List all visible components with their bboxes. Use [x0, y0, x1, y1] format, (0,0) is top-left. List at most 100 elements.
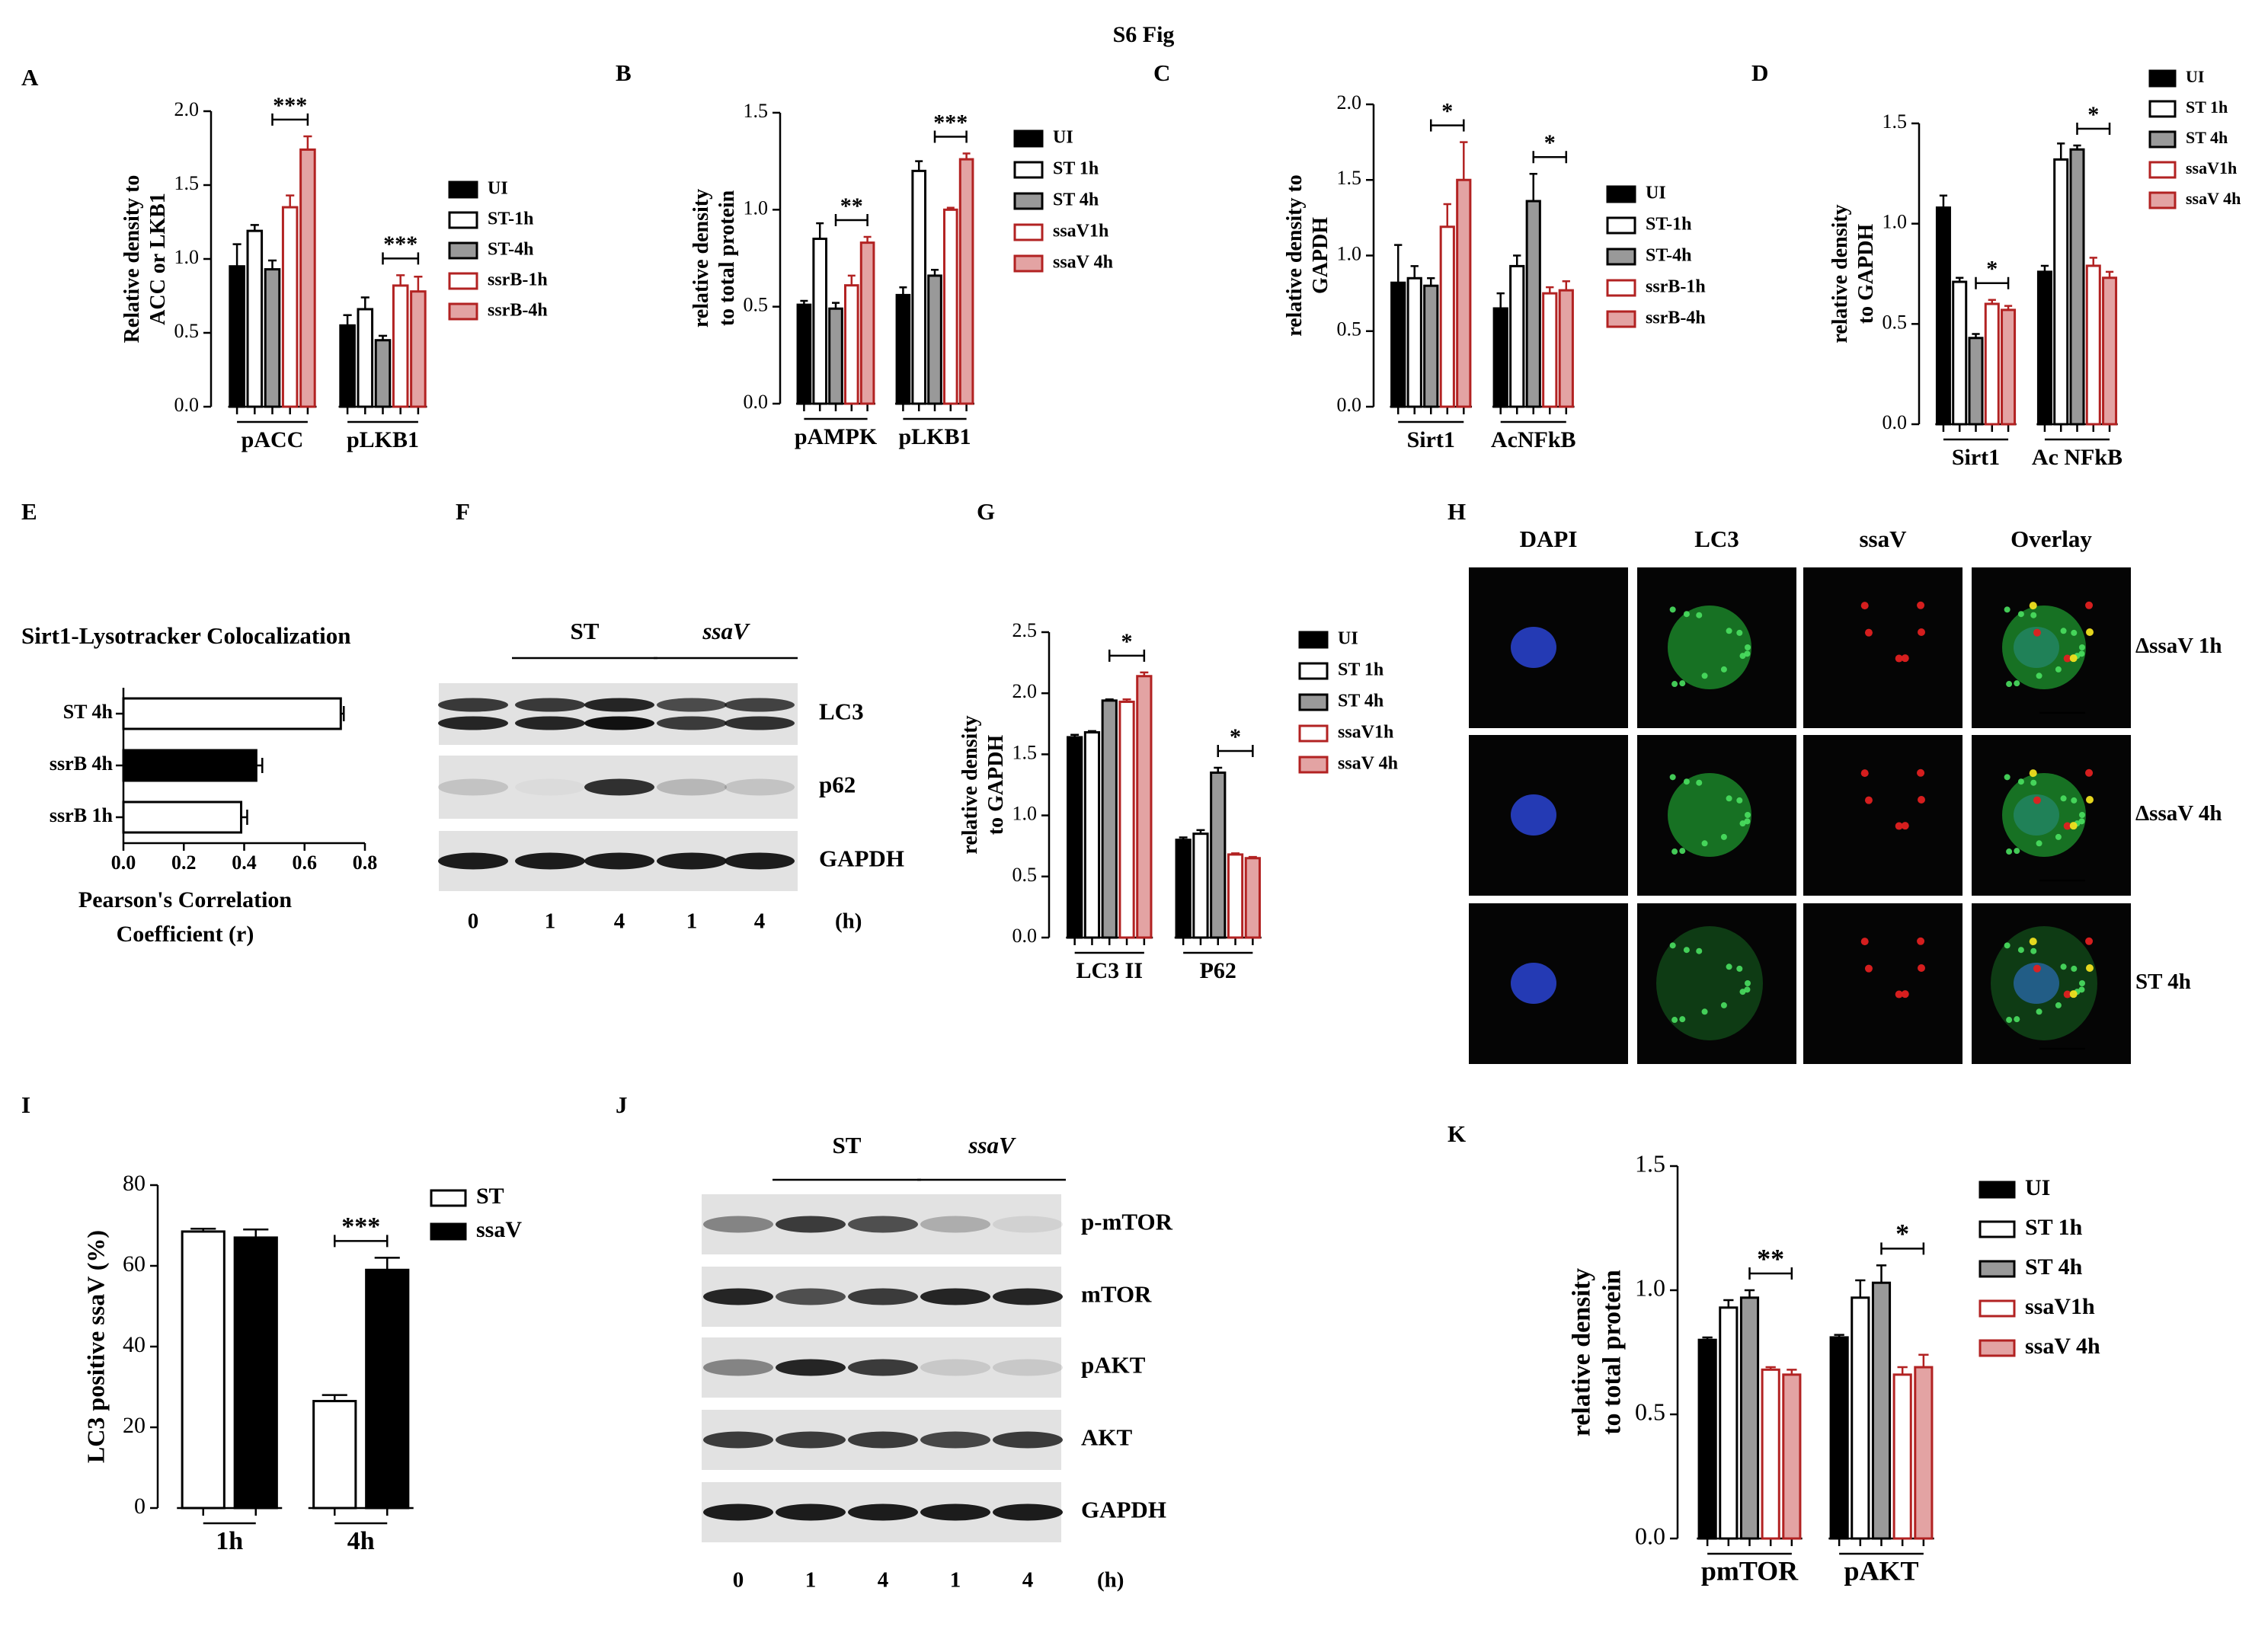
error-bar [847, 274, 856, 286]
error-bar [321, 1394, 347, 1401]
panel-letter: E [21, 498, 37, 525]
blot-band [993, 1431, 1063, 1449]
error-bar [1918, 1353, 1929, 1368]
blot-band [657, 852, 727, 870]
cell-signal [2086, 796, 2094, 804]
cell-signal [2017, 611, 2024, 618]
significance-bracket [1217, 745, 1254, 758]
legend-label: UI [1053, 128, 1073, 148]
cell-signal [1669, 942, 1676, 949]
bar [233, 1236, 278, 1510]
blot-band [703, 1288, 773, 1305]
cell-signal [2004, 606, 2010, 613]
error-bar [2004, 305, 2013, 310]
row-label: ΔssaV 4h [2135, 801, 2222, 826]
significance-bracket [834, 213, 868, 226]
cell-signal [1895, 654, 1903, 663]
bar [1067, 736, 1083, 939]
bar [392, 284, 409, 408]
blot-strip [439, 683, 798, 745]
bar [812, 238, 828, 405]
cell-signal [2029, 602, 2037, 610]
y-tick-label: 0.5 [1337, 318, 1362, 340]
legend-swatch [2148, 130, 2177, 149]
legend-label: ssrB-4h [1646, 308, 1706, 328]
x-axis-label: Pearson's Correlation [78, 887, 293, 912]
legend-label: ssaV 4h [1053, 253, 1113, 273]
significance-label: ** [1757, 1243, 1784, 1273]
y-tick-label: 0.5 [744, 294, 769, 316]
y-axis-label: LC3 positive ssaV (%) [82, 1230, 109, 1463]
bar [2069, 148, 2085, 426]
cell-signal [1745, 980, 1751, 986]
y-tick-label: 0.0 [1012, 925, 1038, 947]
bar [843, 284, 859, 405]
y-tick-label: 1.5 [1635, 1149, 1665, 1177]
bar [1227, 853, 1244, 939]
panel-letter: G [977, 498, 995, 525]
cell-signal [1864, 628, 1873, 637]
legend-swatch [2148, 161, 2177, 179]
error-bar [1496, 292, 1505, 308]
legend-label: ssaV 4h [2025, 1334, 2100, 1359]
cell-signal [1696, 779, 1703, 786]
y-tick-label: ST 4h [63, 701, 114, 723]
lane-label: 4 [1022, 1568, 1034, 1593]
x-tick-label: 0.2 [171, 852, 197, 874]
x-tick-label: pACC [242, 427, 304, 452]
significance-label: * [1441, 99, 1453, 124]
cell-signal [2071, 965, 2078, 972]
cell-signal [1720, 833, 1727, 840]
significance-bracket [382, 252, 420, 265]
y-tick-label: 2.0 [1337, 91, 1362, 113]
significance-bracket [933, 130, 968, 143]
error-bar [1196, 829, 1205, 834]
column-label: DAPI [1520, 526, 1578, 552]
nucleus [1511, 963, 1556, 1004]
legend-swatch [448, 272, 478, 290]
blot-band [438, 852, 508, 870]
error-bar [899, 286, 907, 296]
legend-label: ST-1h [1646, 215, 1692, 235]
bar [796, 303, 812, 405]
cell-signal [1744, 986, 1751, 993]
lc3-cytoplasm [1668, 773, 1751, 857]
legend-label: ST-1h [488, 209, 534, 229]
bar [1892, 1373, 1912, 1540]
error-bar [2105, 270, 2114, 278]
y-tick-label: 1.5 [744, 100, 769, 122]
y-tick-label: 1.5 [174, 172, 200, 194]
bar [1439, 225, 1455, 408]
blot-band [438, 698, 508, 712]
x-tick-label: P62 [1200, 958, 1236, 983]
cell-signal [1860, 938, 1869, 946]
error-bar [832, 302, 840, 309]
bar [1968, 337, 1984, 426]
legend-label: ST-4h [488, 240, 534, 260]
bar [2102, 276, 2118, 426]
bar [357, 308, 374, 408]
cell-signal [1720, 666, 1727, 673]
error-bar [243, 1229, 269, 1238]
y-tick-label: 0.0 [174, 394, 200, 416]
bar [229, 265, 245, 408]
cell-signal [1744, 650, 1751, 657]
error-bar [1394, 244, 1403, 283]
cell-signal [2017, 947, 2024, 954]
significance-label: * [2087, 102, 2099, 127]
cell-signal [1739, 989, 1746, 995]
lane-label: 4 [878, 1568, 889, 1593]
cell-signal [1726, 628, 1732, 634]
significance-label: * [1544, 130, 1556, 155]
blot-band [725, 698, 795, 712]
cell-signal [2085, 601, 2094, 609]
legend-swatch [1013, 161, 1044, 179]
cell-signal [1744, 818, 1751, 825]
micrograph [1803, 567, 1963, 728]
cell-signal [1701, 1008, 1708, 1015]
lc3-cytoplasm [1991, 926, 2097, 1040]
bar [181, 1230, 226, 1510]
cell-signal [2060, 795, 2067, 802]
blot-band [515, 852, 585, 870]
legend-label: ssrB-4h [488, 301, 548, 321]
